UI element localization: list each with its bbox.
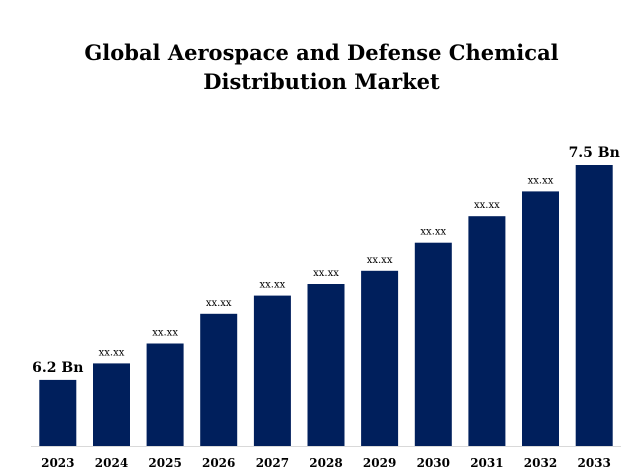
chart-title-line-1: Global Aerospace and Defense Chemical [84, 40, 559, 65]
x-tick-label-2032: 2032 [524, 456, 557, 470]
bar-value-label-2032: xx.xx [528, 175, 554, 186]
bar-2027 [253, 295, 291, 446]
value-labels-group: 6.2 Bn xx.xx xx.xx xx.xx xx.xx xx.xx xx.xx xx.x… [32, 145, 620, 376]
bar-value-label-2023: 6.2 Bn [32, 360, 83, 376]
bar-2024 [93, 363, 130, 446]
bar-2028 [307, 284, 345, 446]
bar-value-label-2030: xx.xx [420, 227, 446, 238]
bar-value-label-2031: xx.xx [474, 200, 500, 211]
bar-value-label-2029: xx.xx [367, 255, 393, 266]
bar-2031 [468, 216, 506, 446]
bar-2032 [522, 191, 559, 446]
bar-2023 [39, 379, 77, 446]
x-tick-label-2030: 2030 [417, 456, 450, 470]
bar-2025 [146, 343, 184, 446]
bar-value-label-2027: xx.xx [260, 280, 286, 291]
bars-group [39, 165, 613, 446]
bar-2030 [414, 242, 452, 446]
bar-2029 [361, 270, 399, 446]
x-tick-label-2031: 2031 [470, 456, 503, 470]
x-tick-label-2029: 2029 [363, 456, 396, 470]
x-tick-label-2023: 2023 [41, 456, 74, 470]
x-tick-label-2025: 2025 [148, 456, 181, 470]
x-tick-label-2024: 2024 [95, 456, 128, 470]
x-tick-label-2033: 2033 [577, 456, 610, 470]
x-tick-label-2028: 2028 [309, 456, 342, 470]
bar-2026 [200, 313, 238, 446]
bar-value-label-2026: xx.xx [206, 298, 232, 309]
x-tick-label-2027: 2027 [256, 456, 289, 470]
chart-title-line-2: Distribution Market [203, 69, 440, 94]
x-tick-label-2026: 2026 [202, 456, 235, 470]
bar-value-label-2024: xx.xx [99, 347, 125, 358]
bar-value-label-2025: xx.xx [152, 328, 178, 339]
bar-2033 [575, 165, 613, 446]
x-tick-labels-group: 2023 2024 2025 2026 2027 2028 2029 2030 2031 2032… [41, 456, 611, 470]
chart-title: Global Aerospace and Defense Chemical Di… [0, 38, 643, 96]
bar-value-label-2033: 7.5 Bn [569, 145, 620, 161]
bar-value-label-2028: xx.xx [313, 268, 339, 279]
